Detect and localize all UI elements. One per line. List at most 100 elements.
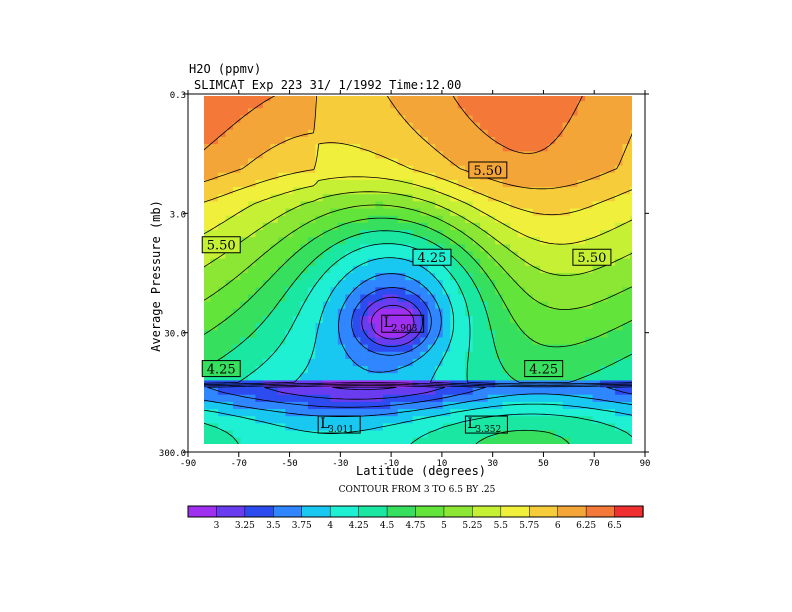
contour-cell	[442, 136, 451, 145]
contour-cell	[352, 387, 361, 396]
contour-cell	[367, 165, 376, 174]
contour-cell	[405, 144, 414, 152]
contour-cell	[585, 265, 594, 274]
contour-cell	[420, 308, 429, 317]
contour-cell	[420, 280, 429, 288]
contour-cell	[195, 123, 203, 131]
contour-cell	[204, 129, 212, 138]
contour-cell	[577, 244, 586, 253]
contour-cell	[315, 387, 324, 396]
contour-cell	[495, 416, 504, 424]
contour-cell	[495, 387, 504, 396]
contour-cell	[487, 358, 496, 367]
contour-cell	[577, 387, 586, 396]
contour-cell	[210, 423, 219, 432]
contour-cell	[457, 337, 466, 346]
contour-cell	[292, 401, 301, 410]
contour-cell	[585, 172, 594, 181]
contour-cell	[285, 251, 294, 260]
contour-cell	[204, 280, 212, 288]
contour-cell	[465, 237, 474, 245]
contour-cell	[465, 351, 474, 360]
contour-cell	[285, 158, 294, 167]
contour-cell	[307, 423, 316, 432]
contour-cell	[532, 96, 541, 102]
contour-cell	[405, 165, 414, 174]
contour-cell	[495, 237, 504, 245]
contour-cell	[188, 187, 196, 195]
contour-cell	[427, 187, 436, 195]
contour-cell	[248, 445, 256, 453]
contour-cell	[195, 337, 203, 345]
contour-cell	[375, 430, 384, 439]
contour-cell	[525, 144, 534, 152]
contour-cell	[525, 373, 534, 381]
contour-cell	[638, 252, 646, 260]
contour-cell	[330, 401, 339, 410]
contour-cell	[390, 230, 399, 238]
contour-cell	[397, 280, 406, 288]
contour-cell	[247, 165, 257, 174]
contour-cell	[397, 330, 406, 339]
contour-cell	[457, 215, 466, 224]
contour-cell	[630, 337, 632, 346]
contour-cell	[240, 237, 249, 245]
contour-cell	[480, 194, 489, 202]
contour-cell	[217, 416, 227, 424]
contour-cell	[352, 366, 361, 374]
contour-cell	[615, 251, 624, 260]
contour-cell	[337, 115, 346, 124]
contour-cell	[547, 430, 556, 439]
contour-cell	[435, 323, 444, 331]
contour-cell	[585, 330, 594, 339]
contour-cell	[367, 208, 376, 217]
contour-cell	[337, 401, 346, 410]
contour-cell	[630, 287, 632, 296]
contour-cell	[330, 208, 339, 217]
contour-cell	[435, 115, 444, 124]
contour-cell	[427, 122, 436, 131]
contour-cell	[300, 301, 309, 310]
contour-cell	[262, 409, 272, 417]
contour-cell	[345, 151, 354, 160]
contour-cell	[225, 416, 234, 424]
contour-cell	[502, 294, 511, 303]
contour-cell	[262, 187, 272, 195]
contour-cell	[240, 308, 249, 317]
contour-cell	[457, 136, 466, 145]
contour-cell	[607, 323, 616, 331]
contour-cell	[225, 273, 234, 281]
contour-cell	[487, 108, 496, 117]
contour-cell	[232, 258, 242, 267]
contour-cell	[532, 323, 541, 331]
contour-cell	[255, 273, 264, 281]
contour-cell	[435, 230, 444, 238]
contour-cell	[307, 165, 316, 174]
contour-cell	[442, 172, 451, 181]
contour-cell	[307, 273, 316, 281]
contour-cell	[495, 96, 504, 102]
minimum-box	[381, 314, 425, 333]
contour-cell	[240, 122, 249, 131]
contour-cell	[472, 136, 481, 145]
contour-cell	[247, 430, 257, 439]
contour-cell	[315, 301, 324, 310]
contour-cell	[420, 380, 429, 389]
contour-cell	[382, 115, 391, 124]
contour-cell	[382, 280, 391, 288]
contour-cell	[555, 344, 564, 353]
contour-cell	[360, 287, 369, 296]
contour-cell	[562, 344, 571, 353]
contour-cell	[240, 351, 249, 360]
contour-cell	[592, 337, 601, 346]
contour-cell	[562, 280, 571, 288]
contour-cell	[577, 315, 586, 324]
contour-cell	[277, 344, 286, 353]
contour-cell	[345, 187, 354, 195]
contour-cell	[225, 158, 234, 167]
contour-cell	[577, 373, 586, 381]
contour-cell	[330, 373, 339, 381]
contour-cell	[532, 308, 541, 317]
contour-cell	[638, 180, 646, 188]
colorbar-swatch	[329, 505, 360, 518]
